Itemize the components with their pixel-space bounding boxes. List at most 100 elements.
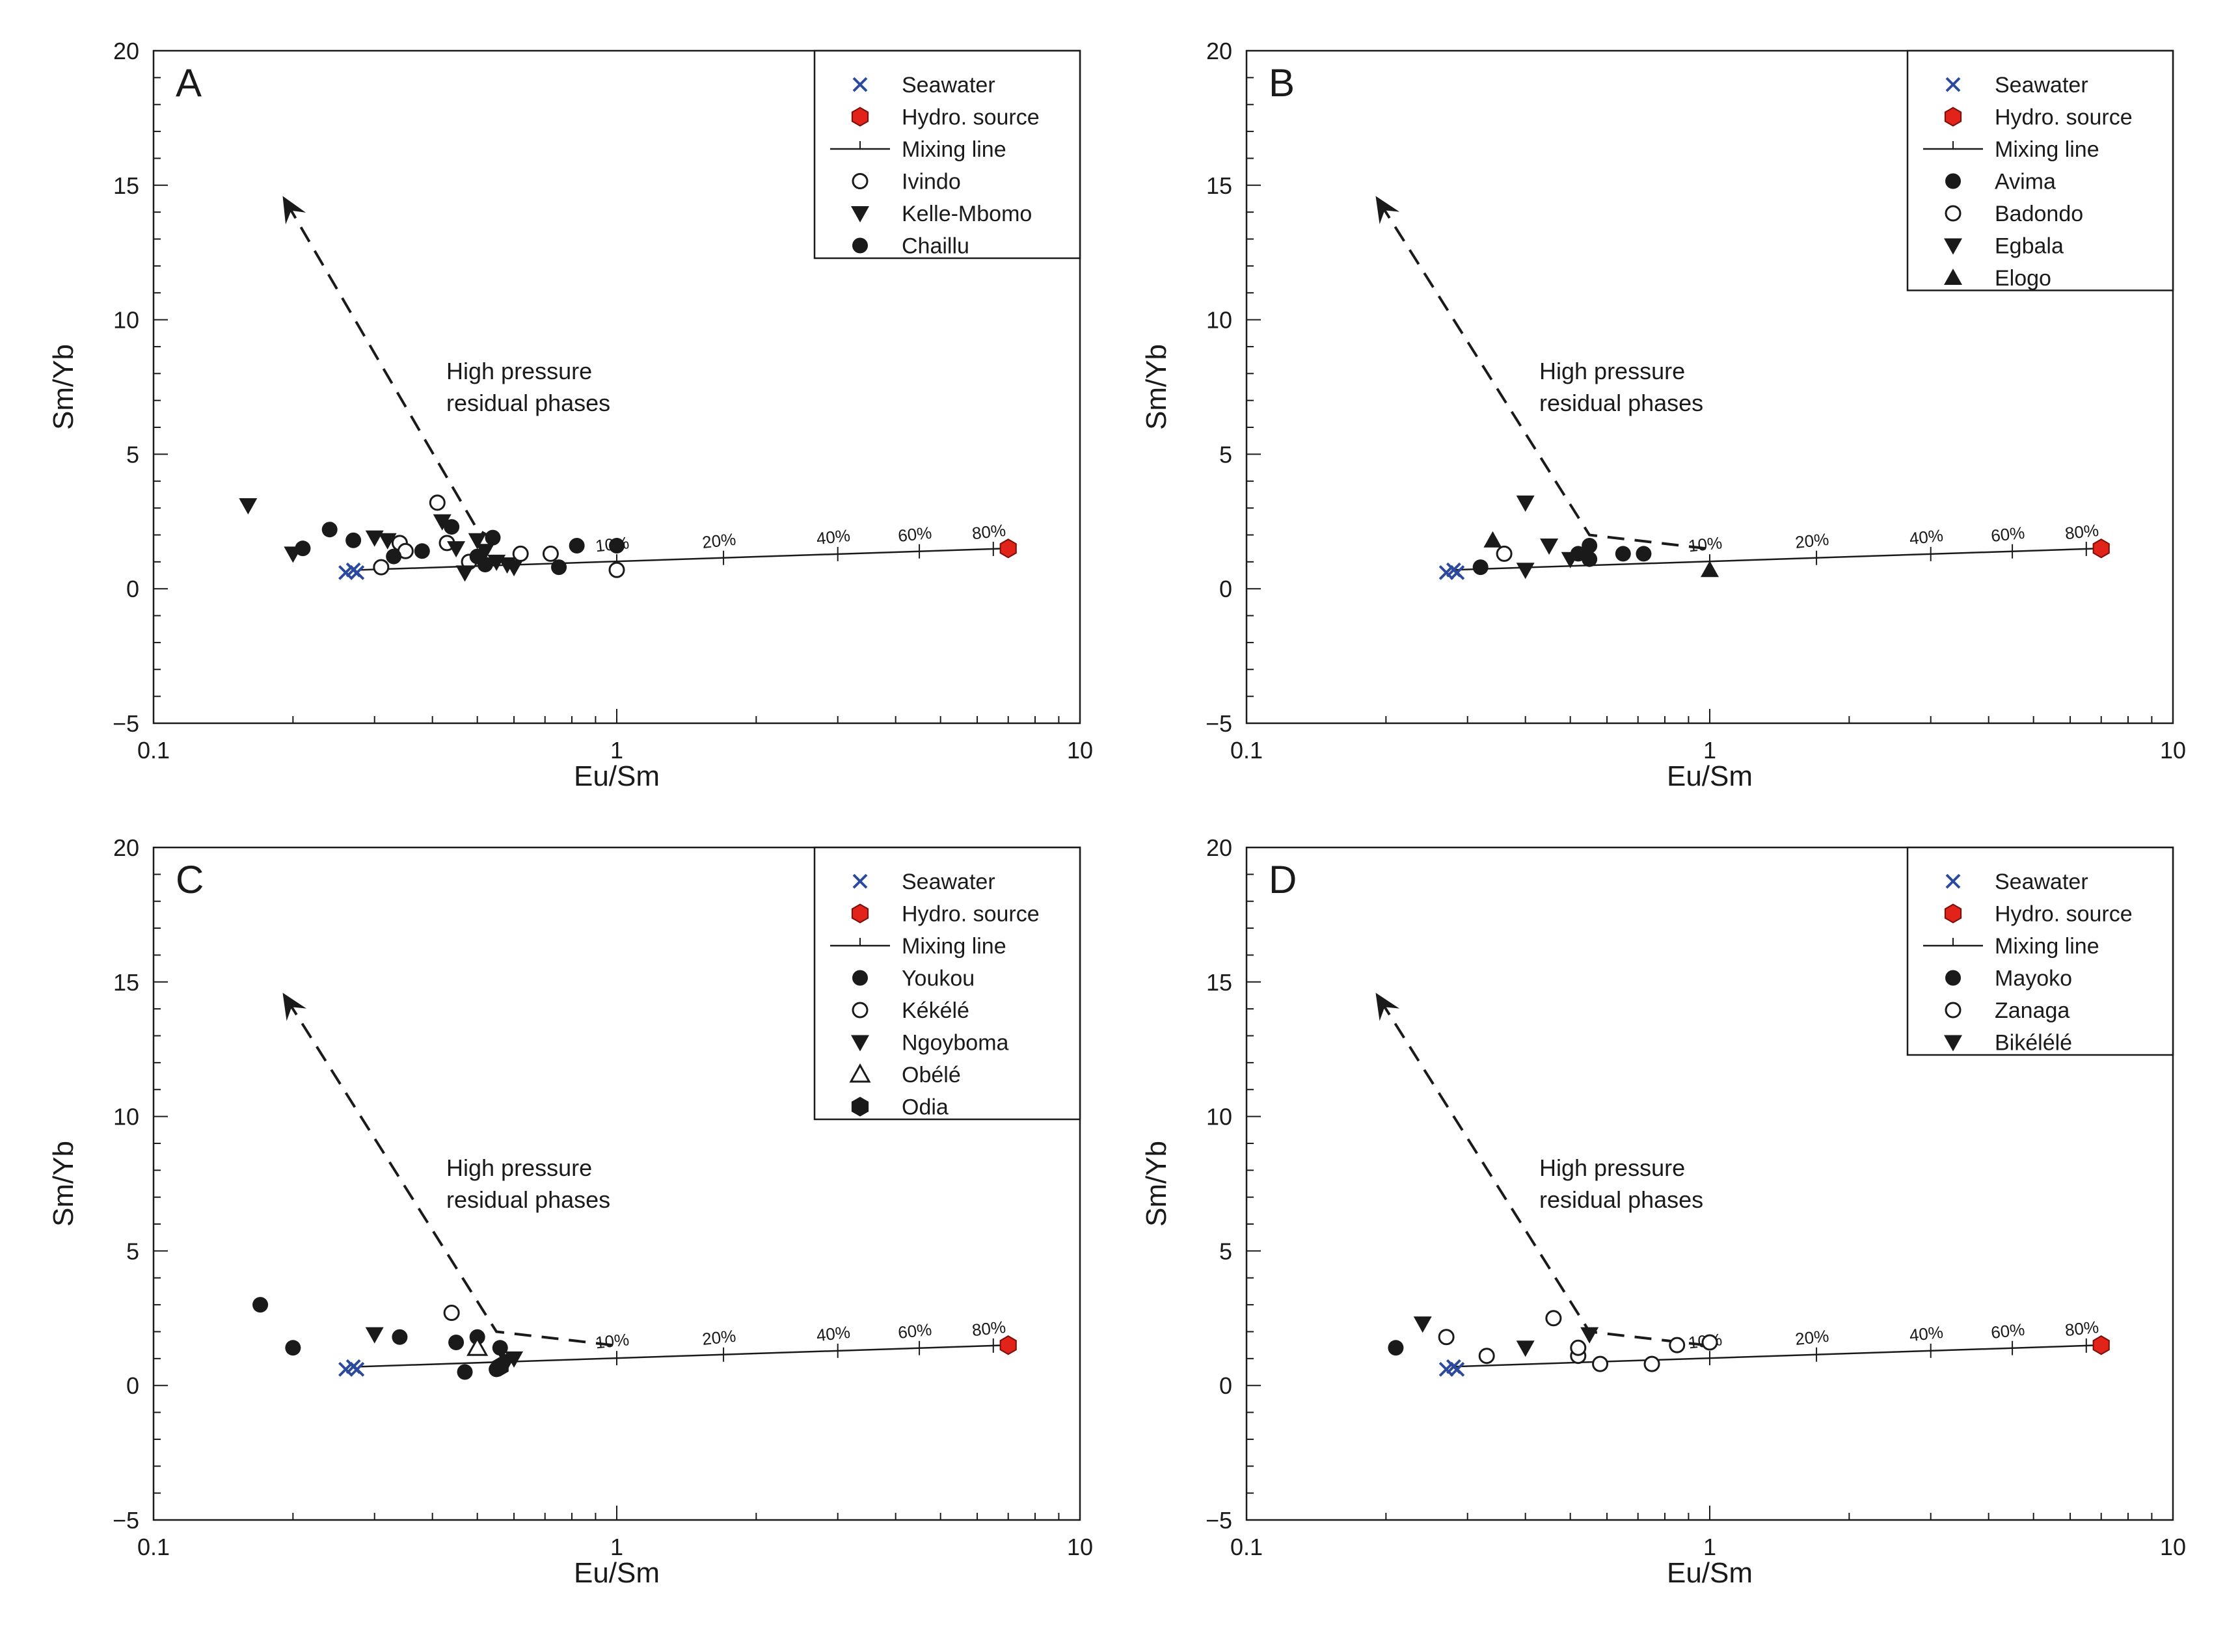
data-point — [447, 541, 466, 558]
high-pressure-annotation-line2: residual phases — [1539, 390, 1703, 416]
data-point — [1516, 495, 1535, 512]
x-tick-label: 0.1 — [137, 1534, 170, 1560]
data-point — [512, 545, 529, 562]
y-tick-label: 0 — [126, 576, 139, 602]
x-axis-title: Eu/Sm — [574, 760, 660, 792]
legend-symbol — [851, 206, 869, 222]
data-point — [477, 556, 493, 572]
legend-symbol — [1945, 77, 1961, 92]
mixing-percent-label: 60% — [1990, 523, 2026, 546]
data-point — [485, 529, 501, 546]
y-tick-label: 5 — [1219, 441, 1232, 468]
y-tick-label: 20 — [1206, 834, 1232, 861]
series-seawater — [338, 1359, 365, 1377]
y-tick-label: 5 — [126, 1238, 139, 1264]
data-point — [433, 514, 452, 531]
high-pressure-annotation-line2: residual phases — [1539, 1186, 1703, 1213]
data-point — [444, 519, 460, 535]
data-point — [1450, 1361, 1465, 1377]
mixing-line — [1453, 547, 2101, 571]
data-point — [1701, 1334, 1718, 1351]
mixing-percent-label: 20% — [701, 529, 737, 552]
x-tick-label: 0.1 — [137, 737, 170, 764]
y-tick-label: 15 — [113, 172, 139, 199]
series-kelle-mbomo — [239, 498, 524, 582]
data-point — [349, 1361, 365, 1377]
mixing-percent-label: 80% — [2064, 520, 2099, 543]
legend-label: Hydro. source — [1995, 105, 2133, 130]
x-tick-label: 10 — [2160, 1534, 2186, 1560]
data-point — [455, 565, 474, 582]
data-point — [285, 1340, 301, 1356]
legend-symbol — [851, 1097, 869, 1117]
data-point — [239, 498, 258, 514]
legend-label: Hydro. source — [1995, 902, 2133, 927]
high-pressure-trend-line — [1374, 195, 1706, 550]
legend-label: Seawater — [1995, 870, 2088, 894]
series-seawater — [1438, 1359, 1465, 1377]
y-tick-label: −5 — [113, 710, 139, 737]
trend-arrowhead — [282, 993, 307, 1021]
legend-symbol — [1944, 903, 1962, 924]
y-tick-label: 0 — [1219, 576, 1232, 602]
x-axis-title: Eu/Sm — [1667, 1557, 1753, 1589]
legend: Seawater Hydro. source Mixing line Ivindo Ke… — [813, 49, 1081, 260]
y-tick-label: 15 — [113, 969, 139, 996]
y-axis-title: Sm/Yb — [47, 1141, 79, 1227]
data-point — [378, 533, 397, 550]
legend-label: Mixing line — [902, 934, 1006, 959]
data-point — [429, 494, 446, 511]
mixing-percent-label: 60% — [897, 523, 933, 546]
legend: Seawater Hydro. source Mixing line Mayoko Za… — [1906, 846, 2174, 1056]
y-tick-label: 20 — [1206, 38, 1232, 64]
data-point — [373, 559, 390, 576]
series-badondo — [1496, 545, 1513, 562]
y-tick-label: 15 — [1206, 172, 1232, 199]
legend-symbol — [1945, 205, 1962, 222]
legend-symbol — [1944, 107, 1962, 127]
trend-arrowhead — [1375, 196, 1400, 224]
data-point — [551, 559, 567, 576]
legend-label: Seawater — [902, 870, 995, 894]
data-point — [1540, 539, 1559, 555]
x-tick-label: 10 — [2160, 737, 2186, 764]
legend-symbol — [1945, 1002, 1962, 1019]
series-hydro-source — [2092, 539, 2110, 559]
data-point — [365, 530, 384, 547]
series-hydro-source — [999, 539, 1017, 559]
legend-label: Seawater — [902, 73, 995, 98]
data-point — [365, 1327, 384, 1344]
data-point — [443, 1305, 460, 1322]
y-tick-label: 5 — [1219, 1238, 1232, 1264]
data-point — [1580, 1327, 1599, 1344]
legend-label: Seawater — [1995, 73, 2088, 98]
x-tick-label: 10 — [1067, 737, 1093, 764]
legend-label: Avima — [1995, 170, 2056, 194]
mixing-percent-label: 40% — [1908, 1322, 1944, 1345]
y-tick-label: 10 — [113, 1104, 139, 1130]
legend-symbol — [852, 873, 868, 889]
data-point — [1592, 1355, 1609, 1372]
legend-label: Elogo — [1995, 266, 2051, 291]
y-tick-label: 10 — [1206, 1104, 1232, 1130]
legend-label: Odia — [902, 1095, 949, 1120]
mixing-percent-label: 80% — [971, 520, 1006, 543]
y-tick-label: 0 — [126, 1372, 139, 1399]
high-pressure-trend-line — [281, 992, 614, 1347]
x-axis-title: Eu/Sm — [574, 1557, 660, 1589]
data-point — [457, 1364, 473, 1380]
legend-label: Kelle-Mbomo — [902, 202, 1032, 226]
data-point — [466, 1337, 489, 1356]
series-seawater — [338, 562, 365, 580]
x-axis-title: Eu/Sm — [1667, 760, 1753, 792]
legend-symbol — [1944, 238, 1962, 255]
y-tick-label: 15 — [1206, 969, 1232, 996]
legend-label: Chaillu — [902, 234, 969, 259]
data-point — [1570, 1339, 1587, 1356]
legend-symbol — [852, 1002, 869, 1019]
legend-symbol — [1945, 173, 1961, 189]
y-axis-title: Sm/Yb — [1140, 344, 1172, 430]
data-point — [1388, 1340, 1404, 1356]
series-mayoko — [1388, 1340, 1404, 1356]
